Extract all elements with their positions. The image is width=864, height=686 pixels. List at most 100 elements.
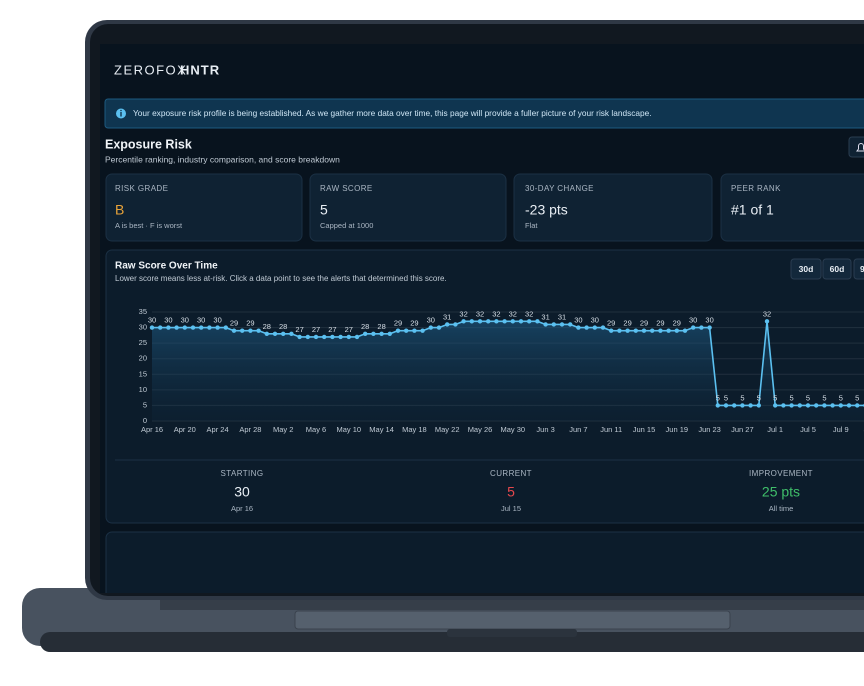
data-point[interactable] xyxy=(773,403,778,408)
data-point[interactable] xyxy=(641,328,647,333)
range-button[interactable] xyxy=(822,258,852,280)
range-button-label[interactable]: 90d xyxy=(860,264,864,274)
data-point[interactable] xyxy=(240,328,245,333)
data-point[interactable] xyxy=(551,322,556,327)
data-point[interactable] xyxy=(682,328,688,333)
data-point[interactable] xyxy=(822,403,827,408)
data-point[interactable] xyxy=(510,319,515,324)
data-point[interactable] xyxy=(272,331,278,336)
data-point[interactable] xyxy=(691,325,696,330)
data-point[interactable] xyxy=(477,319,483,324)
data-point[interactable] xyxy=(436,325,442,330)
data-point[interactable] xyxy=(527,319,532,324)
range-button[interactable] xyxy=(790,258,822,280)
data-point[interactable] xyxy=(289,331,294,336)
data-label: 30 xyxy=(574,316,582,325)
data-point[interactable] xyxy=(313,334,319,340)
data-point[interactable] xyxy=(855,403,860,408)
data-point[interactable] xyxy=(453,322,458,327)
data-point[interactable] xyxy=(486,319,491,324)
data-point[interactable] xyxy=(338,334,343,340)
data-point[interactable] xyxy=(231,328,237,333)
data-point[interactable] xyxy=(305,334,310,340)
data-point[interactable] xyxy=(666,328,671,333)
data-point[interactable] xyxy=(740,403,745,408)
data-point[interactable] xyxy=(789,403,794,408)
data-label: 30 xyxy=(689,316,697,325)
data-point[interactable] xyxy=(428,325,433,330)
data-point[interactable] xyxy=(609,328,614,333)
data-point[interactable] xyxy=(182,325,187,330)
data-point[interactable] xyxy=(650,328,655,333)
data-point[interactable] xyxy=(281,331,286,336)
data-point[interactable] xyxy=(387,331,392,336)
data-point[interactable] xyxy=(617,328,622,333)
data-point[interactable] xyxy=(781,403,786,408)
range-button-label[interactable]: 60d xyxy=(830,264,845,274)
data-point[interactable] xyxy=(838,403,843,408)
data-point[interactable] xyxy=(764,319,770,324)
data-point[interactable] xyxy=(732,403,737,408)
data-point[interactable] xyxy=(395,328,401,333)
data-point[interactable] xyxy=(445,322,450,327)
data-point[interactable] xyxy=(748,403,753,408)
data-point[interactable] xyxy=(715,403,720,408)
data-point[interactable] xyxy=(518,319,524,324)
data-point[interactable] xyxy=(600,325,606,330)
range-button[interactable] xyxy=(853,258,864,280)
data-point[interactable] xyxy=(658,328,663,333)
data-point[interactable] xyxy=(805,403,811,408)
data-point[interactable] xyxy=(469,319,474,324)
data-point[interactable] xyxy=(568,322,573,327)
data-point[interactable] xyxy=(494,319,499,324)
data-point[interactable] xyxy=(412,328,417,333)
data-point[interactable] xyxy=(584,325,589,330)
data-point[interactable] xyxy=(174,325,179,330)
data-point[interactable] xyxy=(633,328,638,333)
range-button-label[interactable]: 30d xyxy=(799,264,814,274)
data-point[interactable] xyxy=(625,328,630,333)
data-point[interactable] xyxy=(592,325,597,330)
data-point[interactable] xyxy=(379,331,384,336)
data-point[interactable] xyxy=(215,325,220,330)
data-point[interactable] xyxy=(354,334,360,340)
data-point[interactable] xyxy=(559,322,565,327)
data-label: 5 xyxy=(822,393,826,402)
data-point[interactable] xyxy=(420,328,425,333)
data-point[interactable] xyxy=(371,331,376,336)
data-point[interactable] xyxy=(723,403,729,408)
notify-button[interactable] xyxy=(848,136,864,158)
data-point[interactable] xyxy=(158,325,163,330)
card-label: PEER RANK xyxy=(731,184,781,193)
data-point[interactable] xyxy=(346,334,351,340)
data-point[interactable] xyxy=(699,325,704,330)
data-point[interactable] xyxy=(756,403,761,408)
data-point[interactable] xyxy=(256,328,261,333)
data-point[interactable] xyxy=(297,334,302,340)
data-point[interactable] xyxy=(797,403,802,408)
data-point[interactable] xyxy=(363,331,368,336)
data-point[interactable] xyxy=(543,322,548,327)
data-point[interactable] xyxy=(190,325,196,330)
data-point[interactable] xyxy=(576,325,581,330)
data-point[interactable] xyxy=(830,403,835,408)
data-point[interactable] xyxy=(166,325,171,330)
data-point[interactable] xyxy=(535,319,540,324)
data-label: 29 xyxy=(656,319,664,328)
data-point[interactable] xyxy=(223,325,228,330)
data-point[interactable] xyxy=(199,325,204,330)
data-point[interactable] xyxy=(149,325,155,330)
data-point[interactable] xyxy=(674,328,679,333)
data-point[interactable] xyxy=(461,319,466,324)
data-point[interactable] xyxy=(207,325,212,330)
data-point[interactable] xyxy=(404,328,409,333)
data-point[interactable] xyxy=(707,325,712,330)
data-point[interactable] xyxy=(814,403,819,408)
data-point[interactable] xyxy=(322,334,327,340)
data-point[interactable] xyxy=(330,334,335,340)
data-point[interactable] xyxy=(248,328,253,333)
data-point[interactable] xyxy=(846,403,852,408)
page-title: Exposure Risk xyxy=(105,137,192,151)
data-point[interactable] xyxy=(502,319,507,324)
data-point[interactable] xyxy=(264,331,269,336)
